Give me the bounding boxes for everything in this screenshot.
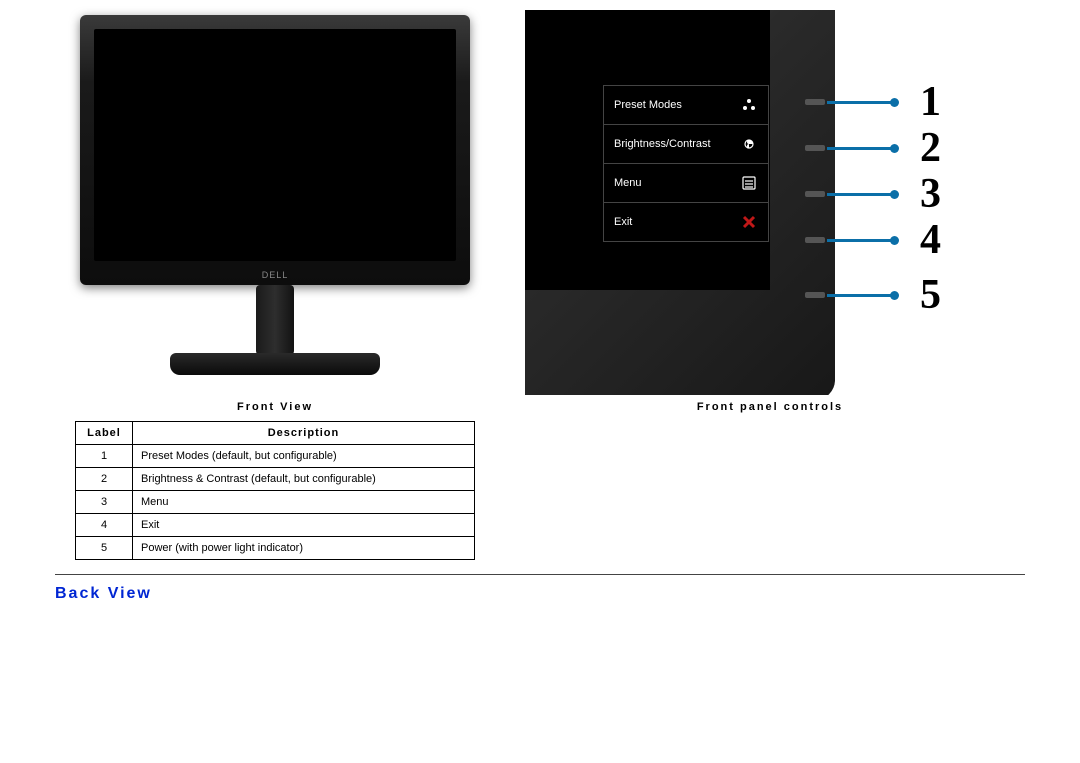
- monitor-screen: [94, 29, 456, 261]
- osd-label: Exit: [614, 216, 632, 228]
- monitor-stand-base: [170, 353, 380, 375]
- table-header-row: Label Description: [76, 422, 475, 445]
- osd-menu: Preset Modes Brightness/Contrast Menu: [603, 85, 769, 242]
- table-cell-label: 2: [76, 468, 133, 491]
- monitor-stand-neck: [256, 285, 294, 355]
- panel-controls-caption: Front panel controls: [697, 401, 843, 413]
- manual-page: DELL Front View Label Description 1 Pres…: [0, 0, 1080, 623]
- callout-lead-2: [827, 147, 897, 150]
- monitor-bezel: DELL: [80, 15, 470, 285]
- table-row: 2 Brightness & Contrast (default, but co…: [76, 468, 475, 491]
- label-description-table: Label Description 1 Preset Modes (defaul…: [75, 421, 475, 560]
- panel-button-1: [805, 99, 825, 105]
- callout-lead-4: [827, 239, 897, 242]
- table-header-label: Label: [76, 422, 133, 445]
- table-cell-description: Preset Modes (default, but configurable): [133, 445, 475, 468]
- callout-lead-5: [827, 294, 897, 297]
- table-cell-label: 4: [76, 514, 133, 537]
- top-row: DELL Front View Label Description 1 Pres…: [55, 10, 1025, 560]
- callout-number-1: 1: [920, 78, 941, 126]
- callout-lead-3: [827, 193, 897, 196]
- table-cell-label: 5: [76, 537, 133, 560]
- panel-button-5: [805, 292, 825, 298]
- table-row: 3 Menu: [76, 491, 475, 514]
- table-cell-label: 3: [76, 491, 133, 514]
- brightness-icon: [740, 135, 758, 153]
- front-view-column: DELL Front View Label Description 1 Pres…: [55, 10, 495, 560]
- osd-label: Menu: [614, 177, 642, 189]
- osd-label: Brightness/Contrast: [614, 138, 711, 150]
- monitor-brand-label: DELL: [262, 270, 289, 280]
- table-cell-description: Power (with power light indicator): [133, 537, 475, 560]
- callout-number-3: 3: [920, 170, 941, 218]
- section-divider: [55, 574, 1025, 575]
- panel-button-4: [805, 237, 825, 243]
- monitor-illustration: DELL: [55, 10, 495, 395]
- panel-controls-illustration: Preset Modes Brightness/Contrast Menu: [525, 10, 1015, 395]
- osd-row-preset: Preset Modes: [603, 85, 769, 125]
- table-cell-description: Menu: [133, 491, 475, 514]
- table-cell-description: Exit: [133, 514, 475, 537]
- preset-modes-icon: [740, 96, 758, 114]
- osd-row-menu: Menu: [603, 164, 769, 203]
- front-view-caption: Front View: [237, 401, 313, 413]
- panel-controls-column: Preset Modes Brightness/Contrast Menu: [525, 10, 1015, 413]
- table-row: 1 Preset Modes (default, but configurabl…: [76, 445, 475, 468]
- osd-row-exit: Exit: [603, 203, 769, 242]
- table-row: 4 Exit: [76, 514, 475, 537]
- osd-row-brightness: Brightness/Contrast: [603, 125, 769, 164]
- menu-icon: [740, 174, 758, 192]
- callout-number-2: 2: [920, 124, 941, 172]
- back-view-heading: Back View: [55, 585, 1025, 603]
- callout-lead-1: [827, 101, 897, 104]
- table-cell-label: 1: [76, 445, 133, 468]
- table-header-description: Description: [133, 422, 475, 445]
- osd-label: Preset Modes: [614, 99, 682, 111]
- panel-button-3: [805, 191, 825, 197]
- panel-button-2: [805, 145, 825, 151]
- table-row: 5 Power (with power light indicator): [76, 537, 475, 560]
- exit-icon: [740, 213, 758, 231]
- callout-number-4: 4: [920, 216, 941, 264]
- callout-number-5: 5: [920, 271, 941, 319]
- table-cell-description: Brightness & Contrast (default, but conf…: [133, 468, 475, 491]
